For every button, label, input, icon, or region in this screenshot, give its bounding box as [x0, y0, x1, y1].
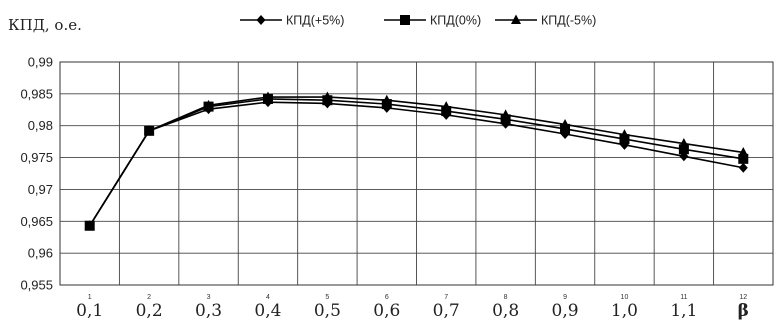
x-tick-index: 1 [88, 294, 92, 301]
y-axis-label: КПД, о.е. [8, 16, 82, 34]
y-tick-label: 0,96 [28, 246, 53, 261]
x-tick-label: 0,8 [492, 301, 519, 320]
x-tick-label: 0,1 [76, 301, 103, 320]
data-point-triangle [500, 109, 511, 119]
y-tick-label: 0,99 [28, 55, 53, 70]
y-axis-ticks: 0,99 0,985 0,98 0,975 0,97 0,965 0,96 0,955 [20, 55, 53, 293]
data-point-diamond [738, 162, 748, 173]
data-point-square [678, 144, 689, 155]
series-line-1 [89, 101, 744, 227]
x-tick-label: 0,3 [195, 301, 222, 320]
legend-label: КПД(+5%) [286, 14, 344, 28]
data-point-square [738, 153, 749, 164]
y-tick-label: 0,985 [20, 86, 53, 101]
data-point-triangle [441, 101, 452, 111]
x-tick-index: 6 [385, 294, 389, 301]
legend-label: КПД(0%) [430, 14, 481, 28]
y-tick-label: 0,975 [20, 150, 53, 165]
x-tick-index: 11 [680, 294, 687, 301]
x-tick-index: 10 [621, 294, 629, 301]
x-tick-label: β [738, 301, 749, 320]
data-point-triangle [144, 125, 155, 135]
x-tick-label: 0,9 [552, 301, 579, 320]
series-line-2 [89, 98, 744, 227]
x-tick-index: 4 [266, 294, 270, 301]
legend-label: КПД(-5%) [541, 14, 596, 28]
x-axis-ticks: 10,120,230,340,450,560,670,780,890,9101,… [76, 294, 749, 320]
y-tick-label: 0,965 [20, 214, 53, 229]
data-point-triangle [381, 94, 392, 105]
x-tick-label: 0,2 [136, 301, 163, 320]
data-point-square [500, 114, 511, 125]
data-point-triangle [322, 91, 333, 102]
x-tick-label: 1,0 [611, 301, 638, 320]
data-point-triangle [84, 220, 95, 230]
series-lines [89, 96, 744, 227]
x-tick-index: 7 [444, 294, 448, 301]
y-tick-label: 0,97 [28, 182, 53, 197]
data-point-triangle [619, 129, 630, 139]
x-tick-index: 12 [739, 294, 747, 301]
series-markers [84, 91, 749, 231]
x-tick-index: 9 [563, 294, 567, 301]
x-tick-index: 5 [325, 294, 329, 301]
legend-marker-diamond [256, 15, 266, 25]
data-point-triangle [262, 91, 273, 102]
data-point-triangle [678, 138, 689, 148]
x-tick-index: 3 [207, 294, 211, 301]
x-tick-label: 0,5 [314, 301, 341, 320]
x-tick-index: 8 [504, 294, 508, 301]
x-tick-label: 0,6 [373, 301, 400, 320]
x-tick-label: 0,7 [433, 301, 460, 320]
data-point-square [441, 106, 452, 117]
legend-marker-triangle [511, 14, 521, 24]
data-point-triangle [203, 99, 214, 110]
y-tick-label: 0,98 [28, 118, 53, 133]
x-tick-index: 2 [147, 294, 151, 301]
data-point-square [619, 134, 630, 145]
series-line-3 [89, 96, 744, 227]
legend-marker-square [400, 15, 410, 25]
x-tick-label: 1,1 [670, 301, 697, 320]
data-point-triangle [560, 118, 571, 129]
data-point-square [560, 123, 571, 134]
data-point-triangle [738, 146, 749, 157]
x-tick-label: 0,4 [254, 301, 281, 320]
y-tick-label: 0,955 [20, 278, 53, 293]
legend: КПД(+5%) КПД(0%) КПД(-5%) [240, 14, 596, 28]
